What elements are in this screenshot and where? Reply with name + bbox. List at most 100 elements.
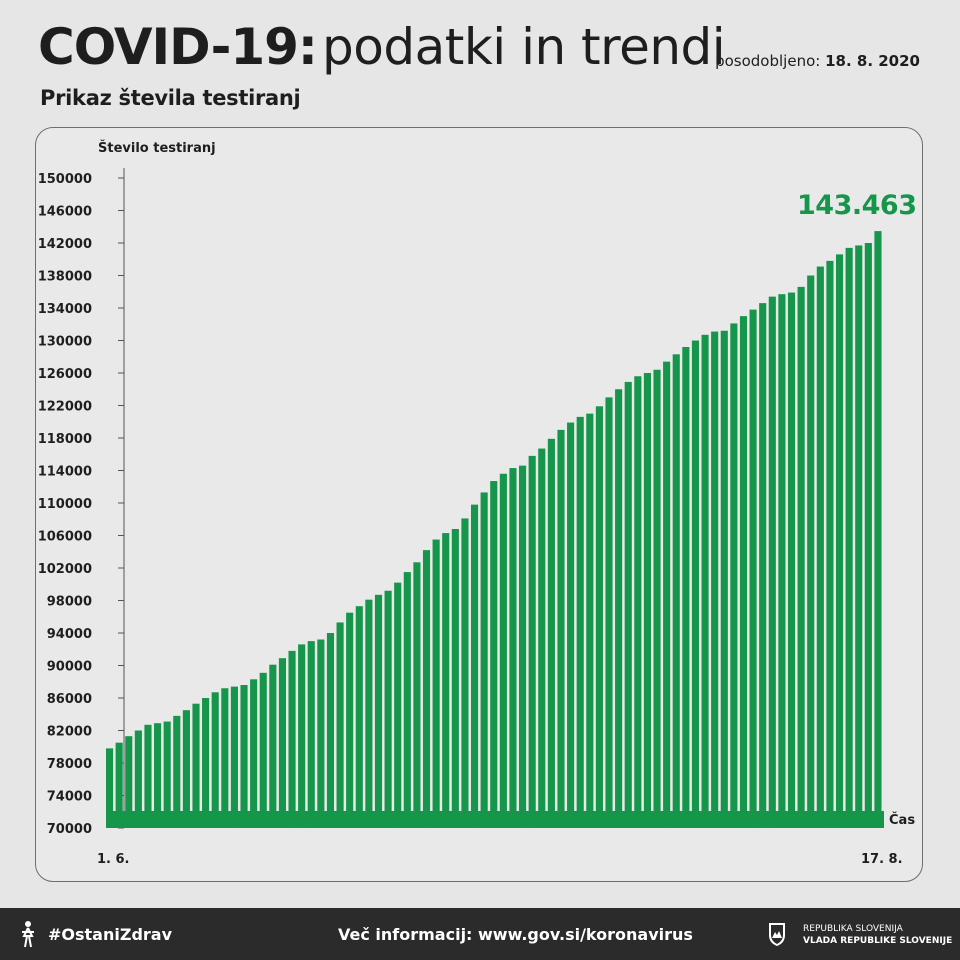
- y-tick-label: 118000: [38, 432, 92, 447]
- y-tick-label: 90000: [47, 660, 92, 675]
- y-tick-label: 138000: [38, 270, 92, 285]
- bar: [202, 698, 210, 828]
- bar: [250, 679, 258, 828]
- bar: [711, 331, 719, 828]
- bar: [230, 686, 238, 829]
- bar: [528, 455, 536, 829]
- bar: [125, 736, 133, 828]
- bar: [336, 622, 344, 828]
- bar: [288, 650, 296, 829]
- bar: [470, 504, 479, 829]
- y-tick-label: 146000: [38, 205, 92, 220]
- y-tick-label: 150000: [38, 172, 92, 187]
- gov-line-1: REPUBLIKA SLOVENIJA: [803, 924, 903, 934]
- subtitle: Prikaz števila testiranj: [40, 86, 301, 110]
- bar: [173, 715, 181, 829]
- y-tick-label: 106000: [38, 530, 92, 545]
- bar: [451, 529, 459, 828]
- bar: [442, 533, 450, 828]
- y-tick-label: 142000: [38, 237, 92, 252]
- coat-of-arms-icon: [769, 923, 785, 946]
- page-title: COVID-19: podatki in trendi: [38, 18, 726, 84]
- bar: [144, 724, 152, 828]
- bar: [519, 465, 527, 829]
- bar: [595, 406, 603, 828]
- bar: [326, 633, 335, 828]
- bar: [576, 416, 584, 828]
- bar: [586, 413, 594, 828]
- bar: [403, 572, 411, 828]
- bar: [163, 721, 171, 828]
- bar: [653, 369, 661, 828]
- x-tick-start: 1. 6.: [97, 852, 130, 867]
- more-info-link[interactable]: Več informacij: www.gov.si/koronavirus: [338, 925, 693, 944]
- bar: [730, 323, 738, 828]
- bar: [509, 468, 517, 828]
- updated-info: posodobljeno: 18. 8. 2020: [715, 52, 920, 70]
- bar: [807, 275, 815, 828]
- y-tick-label: 130000: [38, 335, 92, 350]
- latest-value-label: 143.463: [797, 190, 917, 221]
- bar: [154, 723, 162, 828]
- bar: [317, 639, 325, 828]
- bar: [365, 599, 373, 828]
- y-tick-label: 74000: [47, 790, 92, 805]
- bar: [759, 303, 767, 829]
- bar: [768, 296, 776, 829]
- bar: [605, 397, 613, 829]
- bar: [778, 294, 786, 828]
- person-icon: [22, 921, 34, 948]
- bar: [864, 243, 872, 828]
- bar: [567, 422, 575, 828]
- bar: [874, 231, 882, 829]
- bar: [134, 730, 142, 828]
- bar: [211, 692, 219, 828]
- bar: [797, 286, 805, 829]
- y-tick-label: 126000: [38, 367, 92, 382]
- bar: [221, 688, 229, 828]
- bar: [480, 492, 488, 828]
- updated-date: 18. 8. 2020: [825, 52, 920, 70]
- bar: [855, 245, 863, 828]
- y-tick-label: 102000: [38, 562, 92, 577]
- bar: [845, 247, 853, 829]
- bar: [634, 376, 642, 828]
- bar: [787, 292, 796, 828]
- y-tick-label: 98000: [47, 595, 92, 610]
- y-tick-label: 114000: [38, 465, 92, 480]
- y-tick-label: 86000: [47, 692, 92, 707]
- x-axis-label: Čas: [889, 813, 916, 828]
- bar: [835, 254, 844, 829]
- updated-label: posodobljeno:: [715, 52, 821, 70]
- title-light: podatki in trendi: [322, 18, 726, 76]
- bar: [115, 742, 123, 828]
- bar: [816, 266, 824, 828]
- bar: [624, 381, 632, 828]
- hashtag: #OstaniZdrav: [48, 925, 173, 944]
- bar: [682, 347, 690, 828]
- bar: [499, 473, 507, 828]
- bar: [720, 330, 728, 828]
- bar: [691, 340, 700, 828]
- bar: [384, 590, 392, 828]
- bar: [461, 518, 469, 828]
- y-tick-label: 134000: [38, 302, 92, 317]
- y-tick-label: 122000: [38, 400, 92, 415]
- x-tick-end: 17. 8.: [861, 852, 903, 867]
- bar: [192, 703, 200, 828]
- y-tick-label: 94000: [47, 627, 92, 642]
- bar: [547, 438, 555, 828]
- government-label: REPUBLIKA SLOVENIJA VLADA REPUBLIKE SLOV…: [803, 923, 952, 947]
- bar: [269, 664, 277, 828]
- bar: [259, 672, 267, 828]
- bar: [557, 429, 565, 828]
- bar: [182, 710, 190, 828]
- bar: [106, 748, 114, 829]
- bar: [394, 582, 402, 829]
- bar: [432, 539, 440, 828]
- bar: [240, 685, 248, 828]
- bar: [663, 361, 671, 829]
- bar: [278, 658, 286, 828]
- bar: [739, 316, 748, 829]
